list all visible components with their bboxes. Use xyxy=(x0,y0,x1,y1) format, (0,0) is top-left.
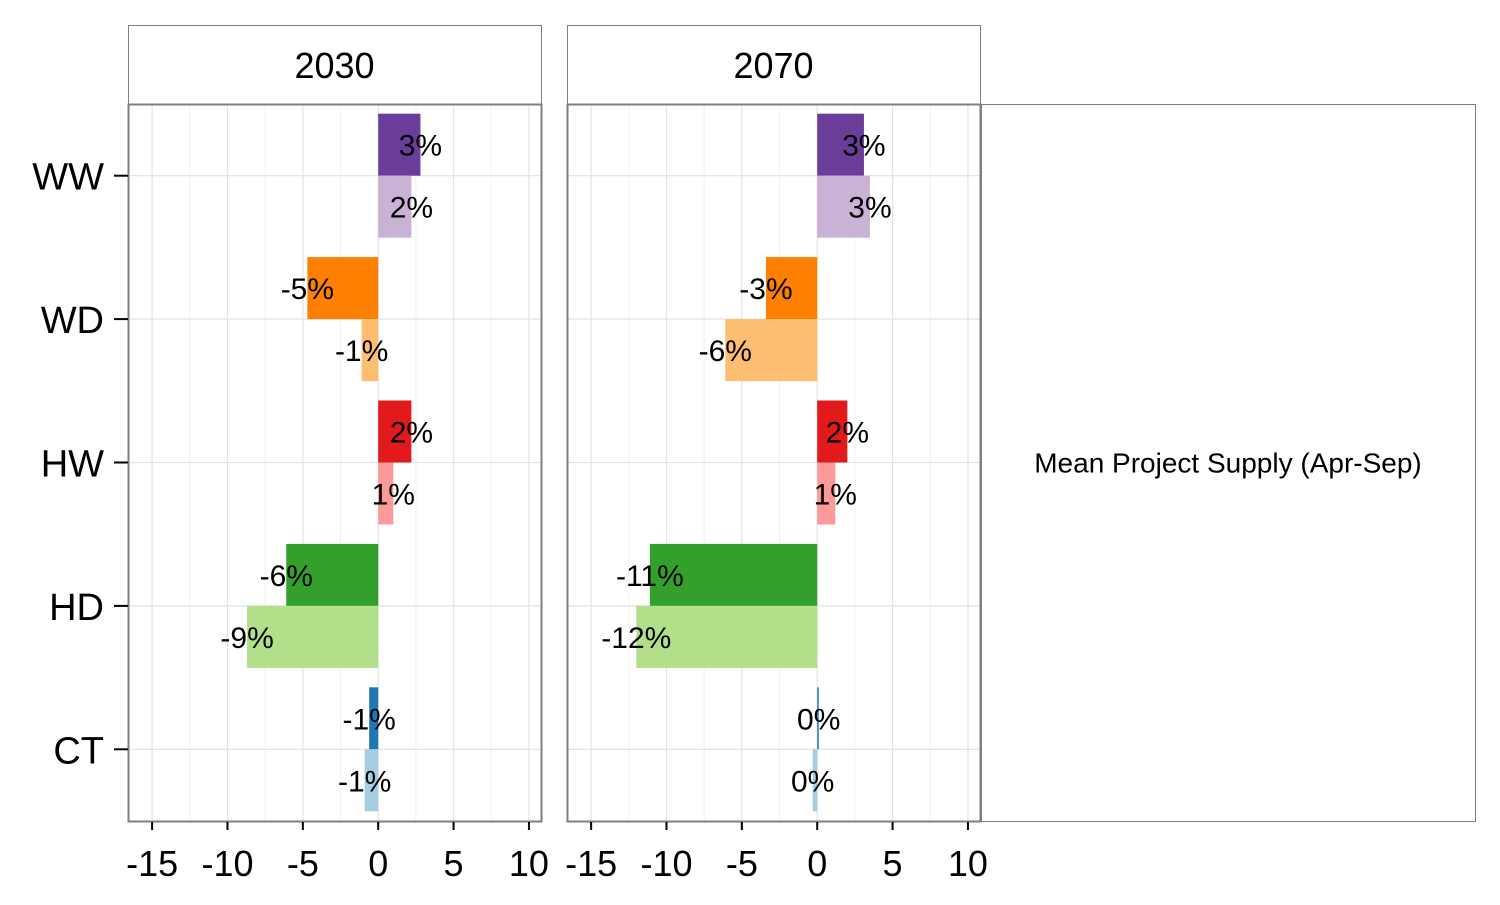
bar-wd xyxy=(307,257,379,320)
facet-strip xyxy=(128,25,542,105)
bar-hw xyxy=(378,400,412,463)
data-label: 2% xyxy=(390,192,433,225)
data-label: -5% xyxy=(281,273,334,306)
bar-hd xyxy=(636,605,818,668)
bar-ww xyxy=(817,113,864,176)
x-tick-label: -5 xyxy=(726,843,758,884)
data-label: 3% xyxy=(848,192,891,225)
data-label: -1% xyxy=(335,335,388,368)
y-tick-label: CT xyxy=(53,730,104,772)
x-tick-label: 0 xyxy=(807,843,827,884)
data-label: 2% xyxy=(826,417,869,450)
bar-wd xyxy=(765,257,818,320)
bar-ww xyxy=(817,175,870,238)
data-label: -9% xyxy=(220,622,273,655)
x-tick-label: 0 xyxy=(368,843,388,884)
bar-hw xyxy=(378,462,394,525)
x-tick-label: -5 xyxy=(287,843,319,884)
x-tick-label: 5 xyxy=(883,843,903,884)
data-label: 1% xyxy=(372,479,415,512)
data-label: -1% xyxy=(338,765,391,798)
data-label: -11% xyxy=(616,560,684,593)
bar-hd xyxy=(286,543,379,606)
x-tick-label: 5 xyxy=(444,843,464,884)
bar-ww xyxy=(378,113,421,176)
facet-title: 2030 xyxy=(294,45,374,86)
data-label: 3% xyxy=(842,130,885,163)
bar-wd xyxy=(725,319,818,382)
panel-border xyxy=(127,103,543,823)
bar-ct xyxy=(812,749,818,812)
y-tick-label: WD xyxy=(41,300,104,342)
bar-hw xyxy=(817,462,836,525)
facet-strip xyxy=(567,25,981,105)
bar-ct xyxy=(364,749,379,812)
data-label: -6% xyxy=(699,335,752,368)
data-label: 3% xyxy=(399,130,442,163)
y-tick-label: HW xyxy=(41,444,104,486)
x-tick-label: -10 xyxy=(640,843,692,884)
y-tick-label: HD xyxy=(49,587,104,629)
data-label: 0% xyxy=(797,703,840,736)
side-label: Mean Project Supply (Apr-Sep) xyxy=(1034,448,1422,479)
data-label: -6% xyxy=(260,560,313,593)
x-tick-label: 10 xyxy=(509,843,549,884)
data-label: -1% xyxy=(342,703,395,736)
facet-title: 2070 xyxy=(733,45,813,86)
x-tick-label: -15 xyxy=(126,843,178,884)
data-label: 0% xyxy=(791,765,834,798)
bar-hw xyxy=(817,400,848,463)
bar-hd xyxy=(649,543,818,606)
bar-ct xyxy=(369,687,379,750)
x-tick-label: -15 xyxy=(565,843,617,884)
data-label: 1% xyxy=(814,479,857,512)
x-tick-label: -10 xyxy=(201,843,253,884)
bar-ct xyxy=(817,687,819,750)
data-label: -3% xyxy=(739,273,792,306)
y-tick-label: WW xyxy=(32,157,104,199)
bar-ww xyxy=(378,175,412,238)
bar-wd xyxy=(361,319,379,382)
x-tick-label: 10 xyxy=(948,843,988,884)
side-label-box xyxy=(981,104,1476,822)
panel-border xyxy=(566,103,982,823)
bar-hd xyxy=(247,605,379,668)
data-label: -12% xyxy=(601,622,671,655)
data-label: 2% xyxy=(390,417,433,450)
